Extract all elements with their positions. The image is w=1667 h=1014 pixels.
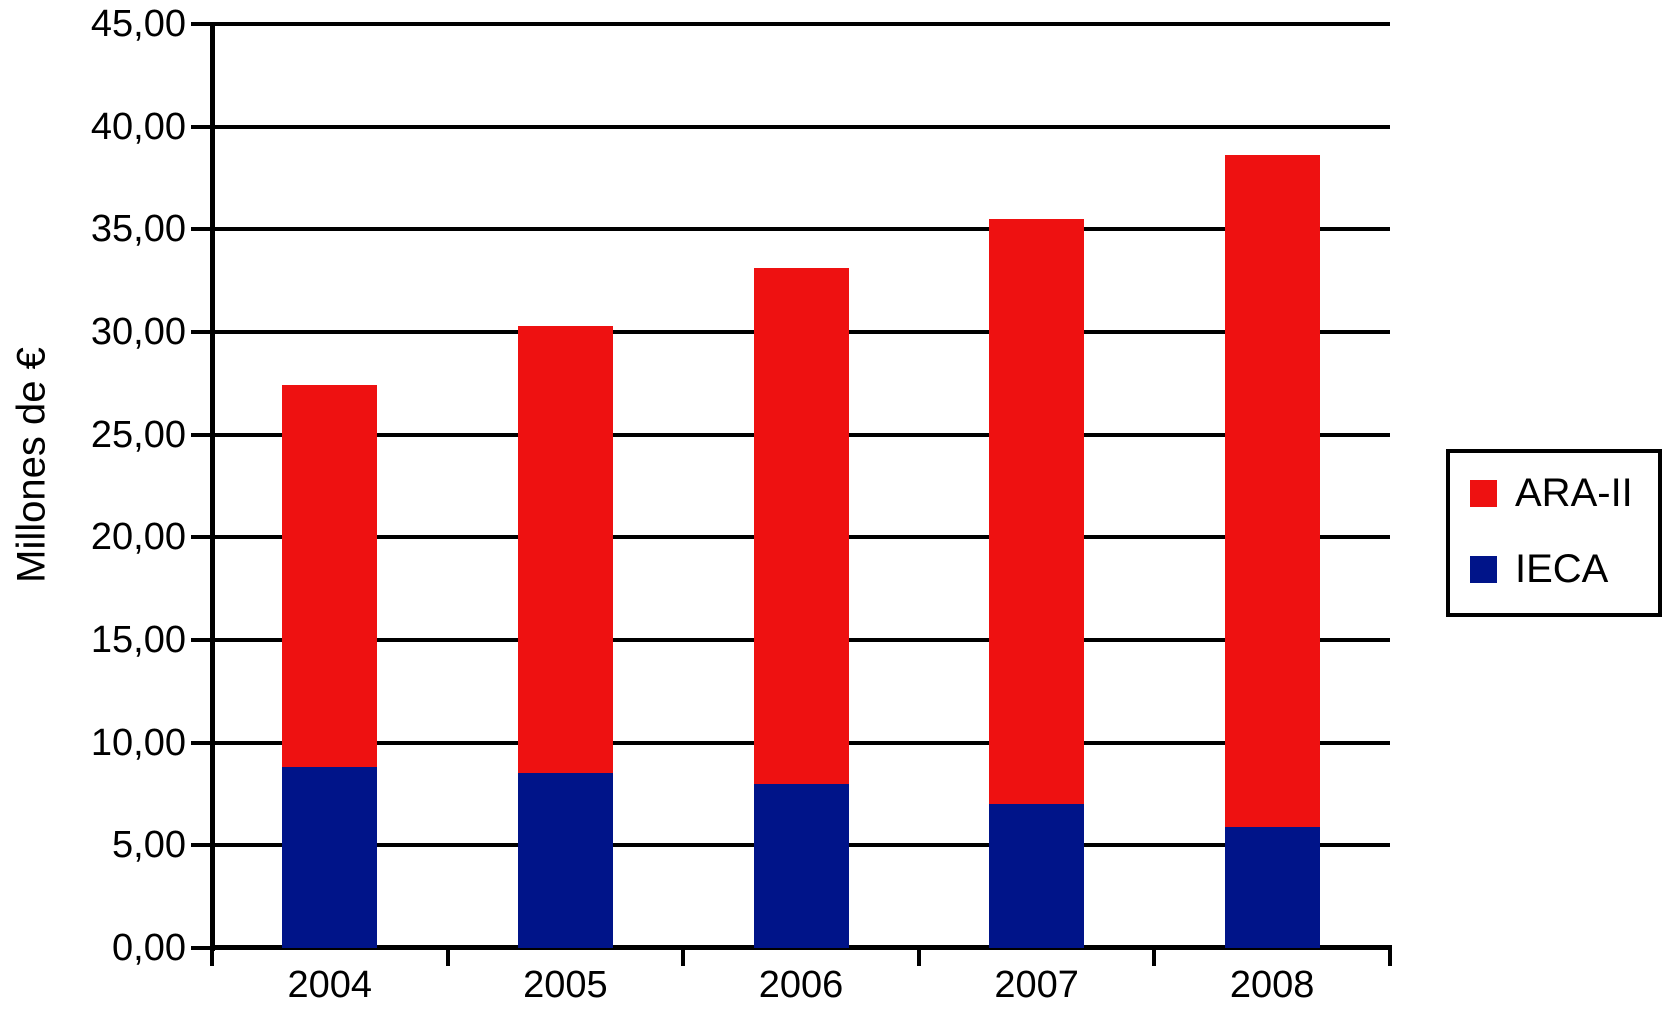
y-tick-label: 5,00 — [112, 824, 186, 867]
legend: ARA-II IECA — [1446, 449, 1662, 617]
y-axis-tick — [191, 330, 212, 334]
y-tick-label: 25,00 — [90, 413, 186, 456]
bar-segment-ara-ii — [753, 268, 849, 784]
y-tick-label: 15,00 — [90, 619, 186, 661]
y-tick-label: 10,00 — [90, 721, 186, 764]
x-axis-tick — [210, 948, 214, 966]
x-tick-label: 2005 — [523, 964, 608, 1006]
y-axis-tick — [191, 535, 212, 540]
legend-swatch-ieca-icon — [1470, 555, 1497, 583]
legend-label-ieca: IECA — [1515, 546, 1609, 591]
x-tick-label: 2006 — [758, 964, 844, 1006]
bar-segment-ara-ii — [989, 219, 1085, 805]
y-axis-line — [210, 22, 215, 951]
legend-label-ara-ii: ARA-II — [1515, 470, 1633, 515]
y-axis-tick — [191, 946, 212, 950]
bar-segment-ara-ii — [282, 385, 378, 768]
y-tick-label: 40,00 — [90, 105, 186, 148]
bar-segment-ieca — [517, 773, 613, 948]
y-tick-label: 30,00 — [90, 311, 186, 353]
y-axis-tick — [191, 638, 212, 642]
x-axis-labels: 2004 2005 2006 2007 2008 — [212, 962, 1390, 1012]
x-axis-tick — [1152, 948, 1157, 966]
gridline — [212, 227, 1390, 232]
y-tick-label: 0,00 — [112, 927, 186, 969]
bar-segment-ara-ii — [1224, 155, 1320, 827]
gridline — [212, 22, 1390, 26]
gridline — [212, 124, 1390, 129]
y-axis-tick — [191, 227, 212, 232]
x-tick-label: 2008 — [1229, 964, 1315, 1006]
y-tick-label: 20,00 — [90, 516, 186, 559]
y-axis-tick — [191, 432, 212, 437]
y-axis-labels: 0,00 5,00 10,00 15,00 20,00 25,00 30,00 35,00 40… — [0, 0, 186, 1014]
bar-segment-ieca — [282, 767, 378, 948]
y-axis-tick — [191, 22, 212, 26]
bar-segment-ara-ii — [517, 325, 613, 774]
bar-segment-ieca — [989, 804, 1085, 948]
y-axis-tick — [191, 124, 212, 129]
y-tick-label: 35,00 — [90, 208, 186, 251]
legend-swatch-ara-ii-icon — [1470, 479, 1497, 507]
x-tick-label: 2007 — [994, 964, 1079, 1006]
legend-item-ara-ii: ARA-II — [1470, 469, 1658, 517]
y-tick-label: 45,00 — [90, 3, 186, 45]
x-tick-label: 2004 — [287, 964, 373, 1006]
legend-item-ieca: IECA — [1470, 545, 1658, 593]
plot-area — [191, 22, 1392, 966]
x-axis-tick — [916, 948, 921, 966]
bar-segment-ieca — [1224, 826, 1320, 948]
x-axis-tick — [681, 948, 686, 966]
x-axis-tick — [1388, 948, 1392, 966]
bar-segment-ieca — [753, 783, 849, 948]
y-axis-tick — [191, 843, 212, 848]
y-axis-tick — [191, 740, 212, 745]
x-axis-tick — [445, 948, 450, 966]
